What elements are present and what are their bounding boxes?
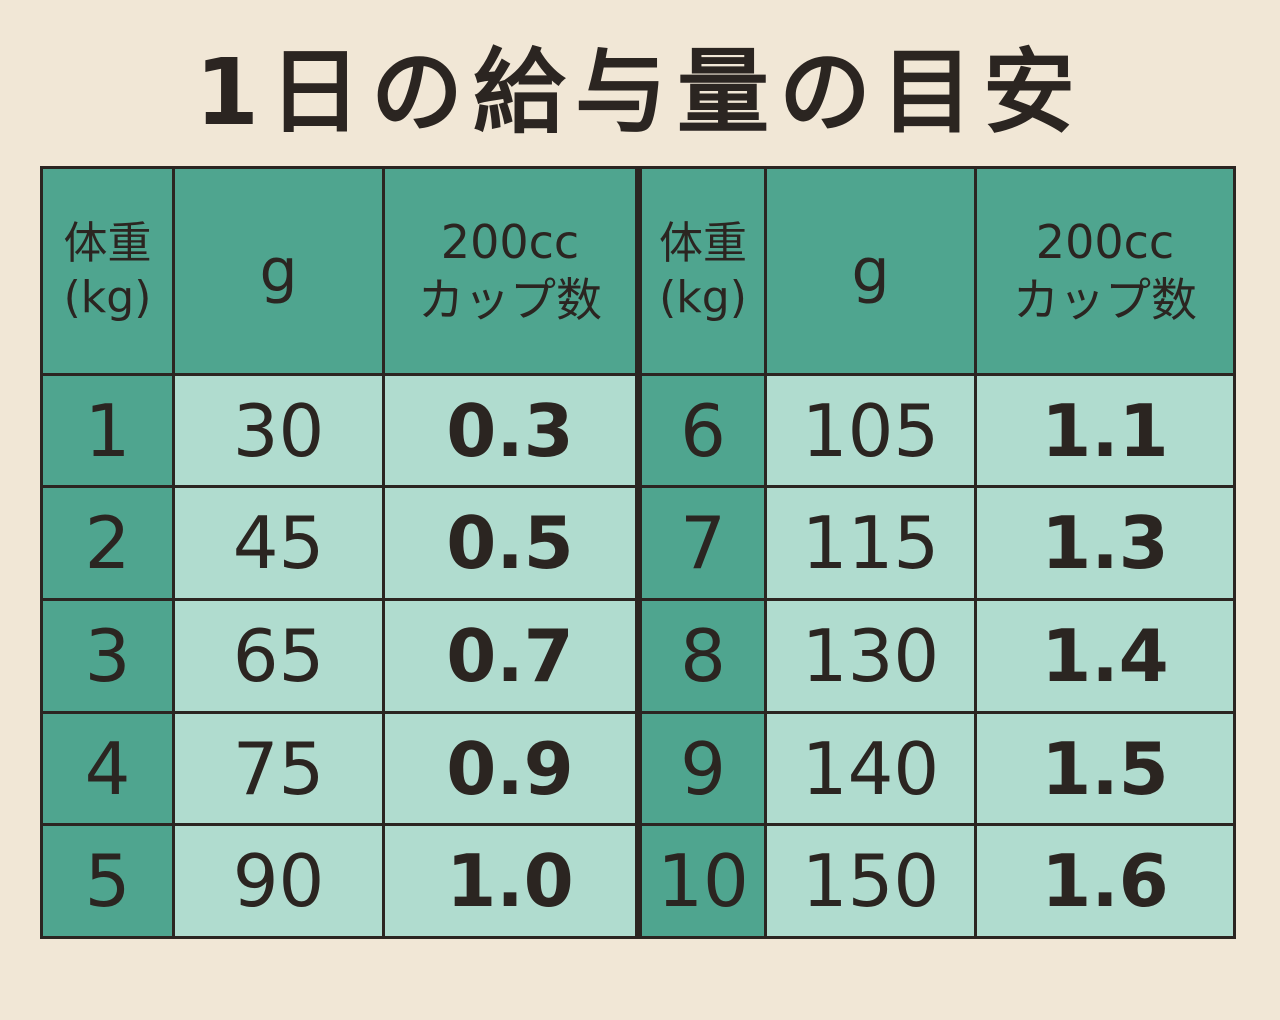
grams-value: 75 [232, 726, 325, 811]
page-title: 1日の給与量の目安 [194, 39, 1085, 146]
cups-cell: 1.1 [974, 372, 1236, 489]
header-cups-left: 200cc カップ数 [382, 166, 642, 376]
cups-value: 1.1 [1041, 388, 1169, 473]
cups-value: 1.6 [1041, 839, 1169, 924]
weight-value: 10 [657, 839, 749, 924]
header-grams-right: g [764, 166, 977, 376]
cups-value: 0.7 [446, 613, 574, 698]
grams-value: 30 [232, 388, 325, 473]
grams-cell: 140 [764, 710, 977, 827]
header-grams-label: g [851, 235, 890, 306]
feeding-table-frame: 体重 (kg) g 200cc カップ数 体重 (kg) g 200cc カップ… [40, 166, 1236, 939]
cups-value: 0.9 [446, 726, 574, 811]
grams-value: 90 [232, 839, 325, 924]
weight-cell: 4 [40, 710, 175, 827]
header-grams-left: g [172, 166, 385, 376]
weight-cell: 7 [637, 485, 767, 602]
weight-cell: 5 [40, 823, 175, 939]
grams-value: 140 [801, 726, 940, 811]
cups-value: 1.0 [446, 839, 574, 924]
grams-value: 150 [801, 839, 940, 924]
header-cup-size: 200cc [1035, 214, 1175, 269]
grams-value: 45 [232, 501, 325, 586]
cups-value: 0.5 [446, 501, 574, 586]
feeding-amount-table: 体重 (kg) g 200cc カップ数 体重 (kg) g 200cc カップ… [40, 166, 1236, 939]
table-row: 2 45 0.5 7 115 1.3 [40, 485, 1236, 602]
cups-cell: 0.7 [382, 598, 642, 714]
cups-cell: 1.5 [974, 710, 1236, 827]
grams-cell: 105 [764, 372, 977, 489]
header-cup-count: カップ数 [1013, 272, 1197, 327]
grams-cell: 150 [764, 823, 977, 939]
weight-cell: 1 [40, 372, 175, 489]
grams-value: 130 [801, 613, 940, 698]
weight-value: 8 [680, 613, 726, 698]
table-row: 3 65 0.7 8 130 1.4 [40, 598, 1236, 714]
weight-value: 9 [680, 726, 726, 811]
header-weight-left: 体重 (kg) [40, 166, 175, 376]
weight-value: 2 [84, 501, 131, 586]
grams-cell: 90 [172, 823, 385, 939]
cups-cell: 1.3 [974, 485, 1236, 602]
table-row: 1 30 0.3 6 105 1.1 [40, 372, 1236, 489]
table-row: 5 90 1.0 10 150 1.6 [40, 823, 1236, 939]
header-cups-right: 200cc カップ数 [974, 166, 1236, 376]
grams-cell: 65 [172, 598, 385, 714]
header-weight-unit: (kg) [659, 271, 747, 323]
header-weight-right: 体重 (kg) [637, 166, 767, 376]
weight-cell: 8 [637, 598, 767, 714]
cups-value: 1.4 [1041, 613, 1169, 698]
grams-cell: 45 [172, 485, 385, 602]
weight-value: 3 [84, 613, 131, 698]
header-cup-size: 200cc [440, 214, 580, 269]
header-grams-label: g [259, 235, 298, 306]
cups-value: 1.5 [1041, 726, 1169, 811]
cups-cell: 0.9 [382, 710, 642, 827]
cups-value: 1.3 [1041, 501, 1169, 586]
weight-cell: 10 [637, 823, 767, 939]
weight-value: 4 [84, 726, 131, 811]
header-weight-unit: (kg) [63, 271, 152, 323]
weight-value: 7 [680, 501, 726, 586]
weight-cell: 3 [40, 598, 175, 714]
grams-value: 105 [801, 388, 940, 473]
cups-cell: 0.5 [382, 485, 642, 602]
table-header-row: 体重 (kg) g 200cc カップ数 体重 (kg) g 200cc カップ… [40, 166, 1236, 376]
grams-cell: 130 [764, 598, 977, 714]
grams-cell: 115 [764, 485, 977, 602]
grams-value: 65 [232, 613, 325, 698]
header-weight-label: 体重 [659, 217, 747, 269]
grams-cell: 30 [172, 372, 385, 489]
weight-cell: 2 [40, 485, 175, 602]
weight-cell: 6 [637, 372, 767, 489]
cups-cell: 1.0 [382, 823, 642, 939]
header-cup-count: カップ数 [418, 272, 602, 327]
weight-value: 1 [84, 388, 131, 473]
cups-value: 0.3 [446, 388, 574, 473]
grams-value: 115 [801, 501, 940, 586]
cups-cell: 0.3 [382, 372, 642, 489]
grams-cell: 75 [172, 710, 385, 827]
header-weight-label: 体重 [63, 217, 152, 269]
weight-value: 6 [680, 388, 726, 473]
cups-cell: 1.4 [974, 598, 1236, 714]
cups-cell: 1.6 [974, 823, 1236, 939]
weight-cell: 9 [637, 710, 767, 827]
table-row: 4 75 0.9 9 140 1.5 [40, 710, 1236, 827]
weight-value: 5 [84, 839, 131, 924]
